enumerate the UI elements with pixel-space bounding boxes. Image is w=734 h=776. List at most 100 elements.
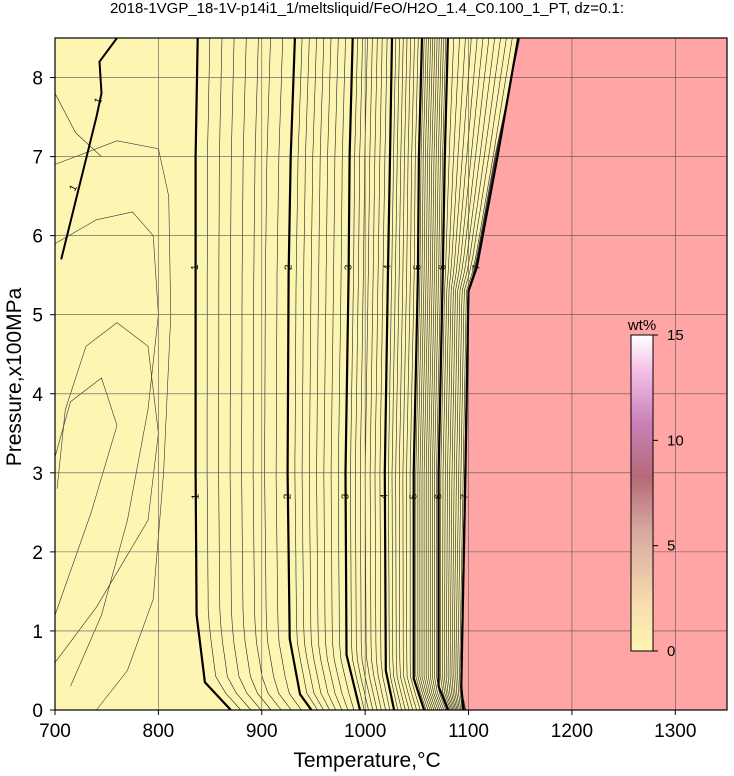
contour-line-6 [437,37,449,711]
colorbar-tick-label: 15 [667,327,684,344]
contour-label-4: 4 [380,493,391,499]
minor-contour [54,93,102,157]
y-tick-label: 7 [32,148,43,169]
contour-line-4 [383,37,396,711]
y-tick-label: 3 [32,464,43,485]
minor-contour [427,37,439,711]
minor-contour [391,37,402,711]
minor-contour [388,37,399,711]
minor-contour [447,37,478,711]
contour-label-7: 7 [460,493,471,499]
minor-contour [379,37,391,711]
minor-contour [409,37,421,711]
minor-contour [459,37,513,711]
y-tick-label: 1 [32,622,43,643]
minor-contour [436,37,447,711]
contour-label-2: 2 [283,493,294,499]
minor-contour [449,37,484,711]
x-tick-label: 900 [246,721,278,742]
minor-contour [421,37,433,711]
minor-contour [443,37,466,711]
x-tick-label: 1300 [654,721,696,742]
contour-line-3 [344,37,362,711]
contour-label-3: 3 [340,493,351,499]
contour-label-6: 6 [437,264,448,270]
minor-contour [330,37,349,711]
plot-frame [54,37,728,711]
y-tick-label: 0 [32,701,43,722]
y-tick-label: 5 [32,306,43,327]
minor-contour [423,37,435,711]
minor-contour [323,37,343,711]
contour-line-5 [412,37,426,711]
minor-contour [241,37,272,711]
minor-contour [432,37,443,711]
minor-contour [415,37,427,711]
colorbar-title: wt% [627,317,656,334]
minor-contour [374,37,386,711]
chart-title: 2018-1VGP_18-1V-p14i1_1/meltsliquid/FeO/… [109,0,625,17]
x-axis-title: Temperature,°C [293,749,441,772]
x-tick-label: 1200 [551,721,593,742]
colorbar [630,334,654,652]
y-tick-label: 4 [32,385,43,406]
x-tick-label: 700 [39,721,71,742]
minor-contour [294,37,318,711]
minor-contour [398,37,410,711]
minor-contour [453,37,495,711]
minor-contour [54,377,118,616]
y-tick-label: 2 [32,543,43,564]
minor-contour [419,37,431,711]
minor-contour [354,37,369,711]
y-tick-label: 6 [32,227,43,248]
contour-label-3: 3 [343,264,354,270]
contour-label-4: 4 [383,264,394,270]
contour-line-7 [460,37,520,711]
x-tick-label: 1000 [344,721,386,742]
x-tick-label: 1100 [448,721,489,742]
minor-contour [434,37,445,711]
minor-contour [54,322,159,663]
contour-label-1-low: 1 [92,96,105,106]
minor-contour [395,37,406,711]
y-axis-title: Pressure,x100MPa [3,287,26,467]
minor-contour [364,37,378,711]
minor-contour [337,37,355,711]
contour-label-7: 7 [471,264,482,270]
contour-label-5: 5 [408,493,419,499]
minor-contour [264,37,292,711]
minor-contour [252,37,282,711]
x-tick-label: 800 [143,721,175,742]
minor-contour [275,37,302,711]
colorbar-tick-label: 10 [667,432,684,449]
contour-label-1-low: 1 [68,183,81,193]
minor-contour [229,37,262,711]
contour-label-5: 5 [413,264,424,270]
contour-line-2 [286,37,313,711]
y-tick-label: 8 [32,69,43,90]
minor-contour [445,37,472,711]
contour-label-1: 1 [190,264,201,270]
contour-line-1 [194,37,232,711]
minor-contour [369,37,382,711]
colorbar-tick-label: 0 [667,643,675,660]
minor-contour [350,37,365,711]
minor-contour [406,37,417,711]
minor-contour [429,37,441,711]
minor-contour [457,37,507,711]
minor-contour [206,37,242,711]
minor-contour [442,37,460,711]
contour-label-6: 6 [433,493,444,499]
minor-contour [425,37,437,711]
contour-label-2: 2 [283,264,294,270]
contour-line-1-low [60,37,118,260]
colorbar-tick-label: 5 [667,538,675,555]
minor-contour [417,37,429,711]
high-region [460,38,727,710]
contour-label-1: 1 [190,493,201,499]
minor-contour [402,37,414,711]
minor-contour [316,37,336,711]
minor-contour [455,37,501,711]
